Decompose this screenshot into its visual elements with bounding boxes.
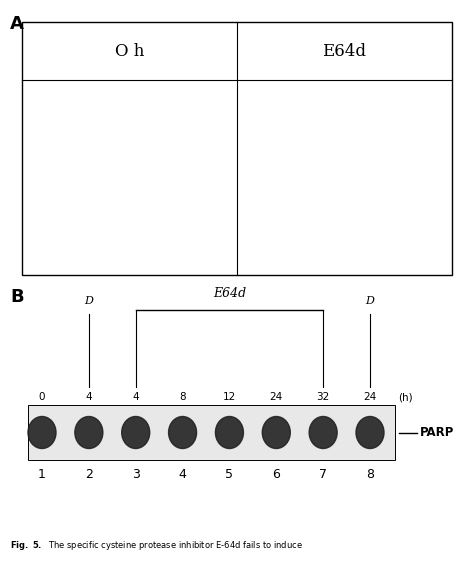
Text: E64d: E64d xyxy=(213,287,246,300)
Text: 8: 8 xyxy=(179,392,186,402)
Ellipse shape xyxy=(84,92,167,157)
Text: 4: 4 xyxy=(85,392,92,402)
Ellipse shape xyxy=(356,416,384,448)
Ellipse shape xyxy=(89,137,128,168)
Ellipse shape xyxy=(85,171,119,199)
Bar xyxy=(28,405,395,460)
Ellipse shape xyxy=(362,103,444,168)
Ellipse shape xyxy=(97,121,195,196)
Ellipse shape xyxy=(330,108,380,148)
Ellipse shape xyxy=(75,416,103,448)
Text: (h): (h) xyxy=(398,392,412,402)
Text: 0: 0 xyxy=(39,392,45,402)
Ellipse shape xyxy=(119,119,132,129)
Ellipse shape xyxy=(253,96,345,168)
Ellipse shape xyxy=(314,158,362,197)
Ellipse shape xyxy=(323,165,354,190)
Text: 3: 3 xyxy=(132,469,140,481)
Ellipse shape xyxy=(83,215,92,223)
Ellipse shape xyxy=(138,153,155,165)
Text: 6: 6 xyxy=(273,469,280,481)
Ellipse shape xyxy=(275,114,321,150)
Text: 24: 24 xyxy=(364,392,377,402)
Ellipse shape xyxy=(122,416,150,448)
Text: PARP: PARP xyxy=(420,426,455,439)
Ellipse shape xyxy=(269,163,295,184)
Ellipse shape xyxy=(28,416,56,448)
Text: 4: 4 xyxy=(179,469,186,481)
Ellipse shape xyxy=(77,211,98,227)
Ellipse shape xyxy=(292,127,305,137)
Text: $\bf{Fig.\ 5.}$  The specific cysteine protease inhibitor E-64d fails to induce: $\bf{Fig.\ 5.}$ The specific cysteine pr… xyxy=(10,539,303,552)
Ellipse shape xyxy=(396,130,410,142)
Text: 1: 1 xyxy=(38,469,46,481)
Ellipse shape xyxy=(262,158,301,190)
Ellipse shape xyxy=(357,100,449,172)
Text: D: D xyxy=(365,296,374,306)
Ellipse shape xyxy=(257,100,340,165)
Ellipse shape xyxy=(300,199,339,231)
Ellipse shape xyxy=(91,176,113,194)
Ellipse shape xyxy=(97,181,108,189)
Text: A: A xyxy=(10,15,24,33)
Ellipse shape xyxy=(375,175,405,198)
Ellipse shape xyxy=(92,117,201,200)
Ellipse shape xyxy=(215,416,244,448)
Ellipse shape xyxy=(262,416,290,448)
Ellipse shape xyxy=(388,124,418,148)
Ellipse shape xyxy=(309,416,337,448)
Ellipse shape xyxy=(310,93,400,164)
Ellipse shape xyxy=(345,151,437,223)
Ellipse shape xyxy=(96,143,121,163)
Ellipse shape xyxy=(128,187,139,195)
Ellipse shape xyxy=(313,211,325,220)
Text: O h: O h xyxy=(115,42,144,60)
Text: 4: 4 xyxy=(132,392,139,402)
Ellipse shape xyxy=(349,155,432,219)
Ellipse shape xyxy=(338,115,371,142)
Ellipse shape xyxy=(305,89,405,168)
Text: 8: 8 xyxy=(366,469,374,481)
Ellipse shape xyxy=(367,169,413,205)
Ellipse shape xyxy=(128,145,164,172)
Text: E64d: E64d xyxy=(322,42,366,60)
Text: 24: 24 xyxy=(270,392,283,402)
Text: 7: 7 xyxy=(319,469,327,481)
Ellipse shape xyxy=(116,176,151,205)
Text: 12: 12 xyxy=(223,392,236,402)
Ellipse shape xyxy=(280,183,359,248)
Ellipse shape xyxy=(112,114,139,135)
Ellipse shape xyxy=(295,143,382,212)
Ellipse shape xyxy=(122,182,145,200)
Text: D: D xyxy=(84,296,93,306)
Ellipse shape xyxy=(290,140,386,215)
Ellipse shape xyxy=(307,205,332,226)
Ellipse shape xyxy=(169,416,197,448)
Ellipse shape xyxy=(347,122,363,135)
Ellipse shape xyxy=(72,206,104,232)
Text: 5: 5 xyxy=(226,469,233,481)
Ellipse shape xyxy=(383,182,397,193)
Text: B: B xyxy=(10,288,24,306)
Text: 2: 2 xyxy=(85,469,93,481)
Ellipse shape xyxy=(380,118,426,154)
Ellipse shape xyxy=(283,121,313,144)
Ellipse shape xyxy=(242,142,321,206)
Ellipse shape xyxy=(103,148,115,158)
Ellipse shape xyxy=(276,169,288,179)
Ellipse shape xyxy=(104,108,146,141)
Bar xyxy=(22,22,452,275)
Ellipse shape xyxy=(331,172,346,183)
Ellipse shape xyxy=(119,138,173,179)
Text: 32: 32 xyxy=(317,392,330,402)
